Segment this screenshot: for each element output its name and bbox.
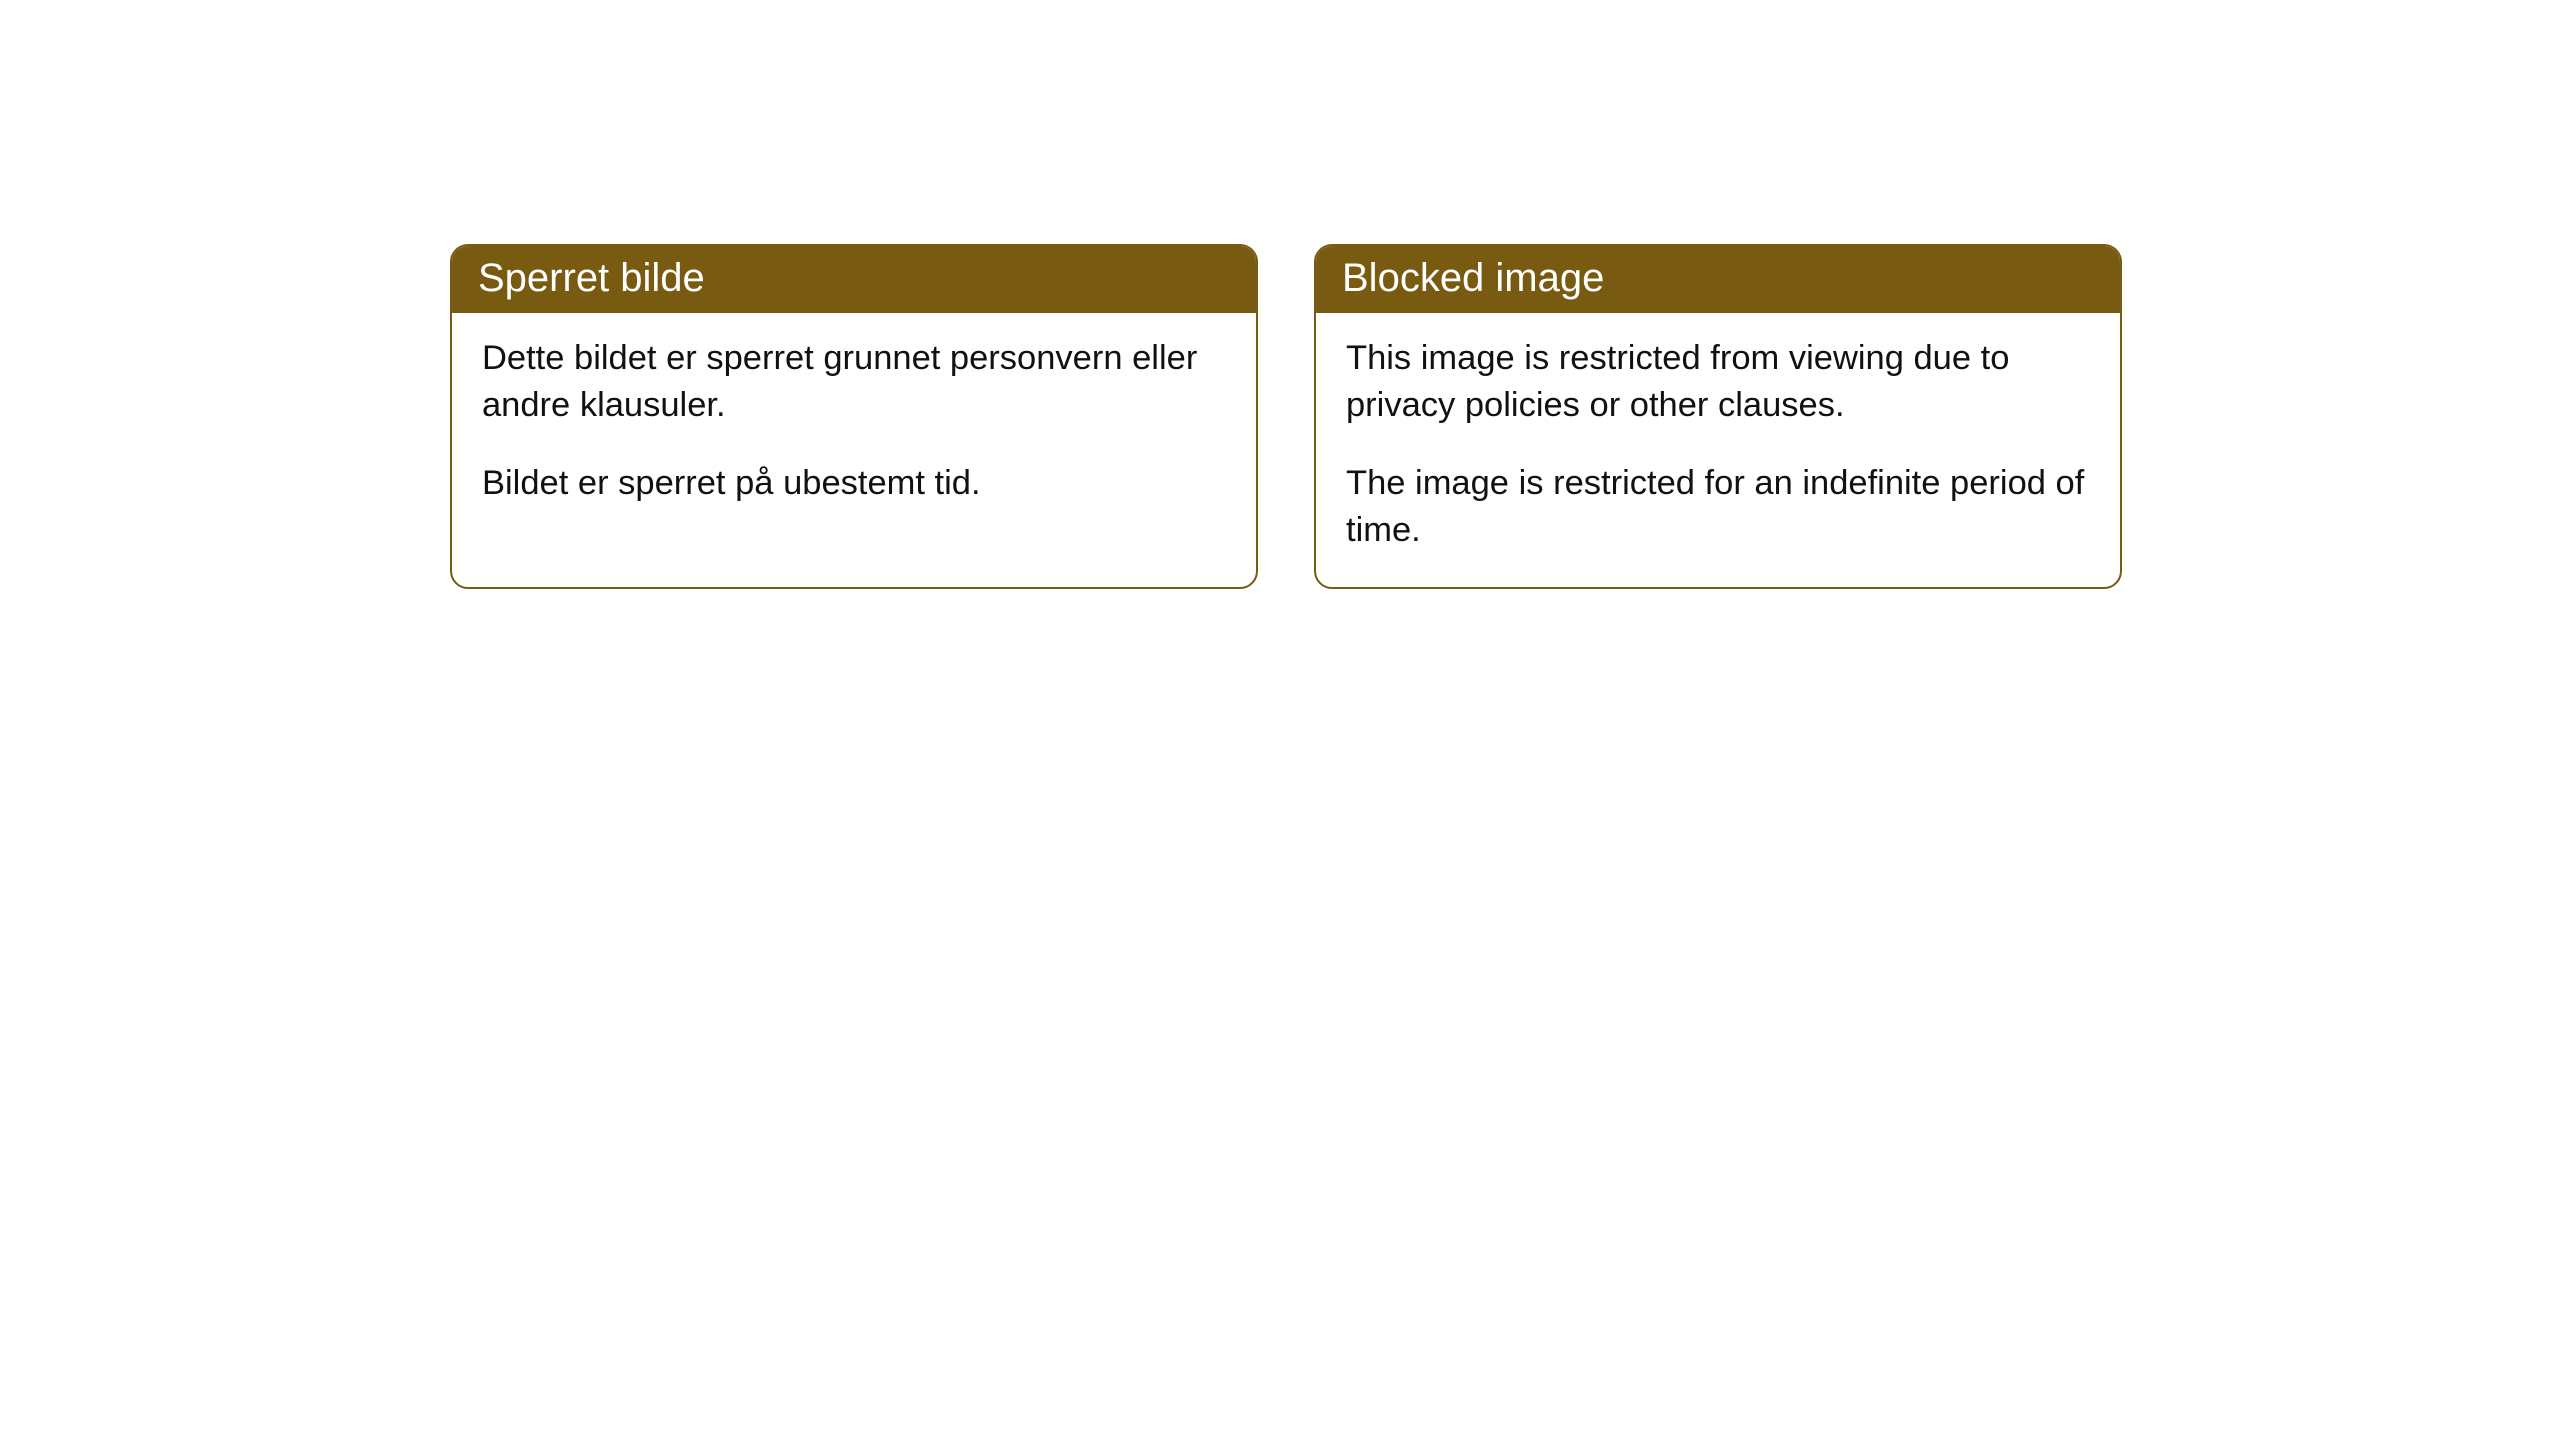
card-header-norwegian: Sperret bilde (452, 246, 1256, 313)
paragraph-duration: The image is restricted for an indefinit… (1346, 460, 2090, 553)
blocked-image-card-norwegian: Sperret bilde Dette bildet er sperret gr… (450, 244, 1258, 589)
paragraph-reason: This image is restricted from viewing du… (1346, 335, 2090, 428)
card-body-english: This image is restricted from viewing du… (1316, 313, 2120, 587)
card-header-english: Blocked image (1316, 246, 2120, 313)
card-body-norwegian: Dette bildet er sperret grunnet personve… (452, 313, 1256, 541)
notice-container: Sperret bilde Dette bildet er sperret gr… (0, 0, 2560, 589)
paragraph-reason: Dette bildet er sperret grunnet personve… (482, 335, 1226, 428)
paragraph-duration: Bildet er sperret på ubestemt tid. (482, 460, 1226, 507)
blocked-image-card-english: Blocked image This image is restricted f… (1314, 244, 2122, 589)
